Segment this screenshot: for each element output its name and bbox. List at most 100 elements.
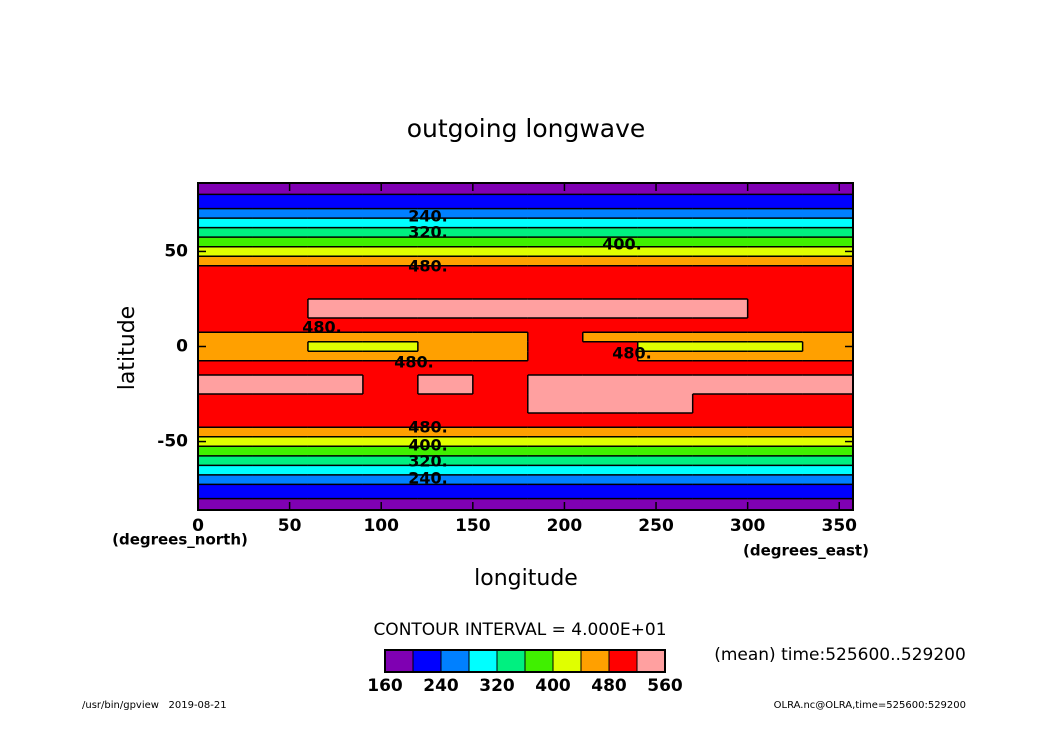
cell xyxy=(527,246,584,257)
cell xyxy=(527,351,584,362)
cell xyxy=(527,332,584,343)
cell xyxy=(692,332,749,343)
cell xyxy=(802,413,853,428)
colorbar-box xyxy=(440,649,470,673)
cell xyxy=(417,256,474,267)
cell xyxy=(692,341,749,352)
cell xyxy=(747,351,804,362)
x-tick-label: 250 xyxy=(638,516,674,536)
cell xyxy=(362,413,419,428)
cell xyxy=(307,446,364,457)
cell xyxy=(252,360,309,376)
colorbar-label: 400 xyxy=(535,676,571,696)
cell xyxy=(582,360,639,376)
cell xyxy=(527,427,584,438)
cell xyxy=(527,218,584,229)
cell xyxy=(582,474,639,485)
cell xyxy=(252,265,309,281)
cell xyxy=(362,394,419,414)
cell xyxy=(802,265,853,281)
cell xyxy=(362,465,419,476)
cell xyxy=(692,394,749,414)
cell xyxy=(747,218,804,229)
cell xyxy=(252,436,309,447)
cell xyxy=(198,341,254,352)
cell xyxy=(802,484,853,500)
cell xyxy=(417,375,474,395)
cell xyxy=(637,218,694,229)
cell xyxy=(637,298,694,319)
cell xyxy=(362,218,419,229)
cell xyxy=(362,484,419,500)
cell xyxy=(198,279,254,300)
cell xyxy=(417,474,474,485)
cell xyxy=(307,194,364,210)
cell xyxy=(307,265,364,281)
cell xyxy=(472,265,529,281)
cell xyxy=(252,351,309,362)
cell xyxy=(198,265,254,281)
cell xyxy=(417,446,474,457)
cell xyxy=(307,218,364,229)
cell xyxy=(582,298,639,319)
cell xyxy=(417,498,474,510)
x-tick-label: 0 xyxy=(192,516,204,536)
cell xyxy=(198,227,254,238)
cell xyxy=(582,227,639,238)
cell xyxy=(252,194,309,210)
cell xyxy=(582,446,639,457)
cell xyxy=(527,265,584,281)
cell xyxy=(527,375,584,395)
cell xyxy=(527,317,584,333)
y-unit: (degrees_north) xyxy=(112,531,248,549)
chart-title: outgoing longwave xyxy=(407,114,646,143)
cell xyxy=(417,237,474,248)
cell xyxy=(637,227,694,238)
colorbar-box xyxy=(468,649,498,673)
cell xyxy=(417,394,474,414)
cell xyxy=(582,218,639,229)
cell xyxy=(692,465,749,476)
cell xyxy=(747,341,804,352)
cell xyxy=(362,183,419,195)
cell xyxy=(362,446,419,457)
cell xyxy=(417,436,474,447)
cell xyxy=(747,455,804,466)
cell xyxy=(802,332,853,343)
cell xyxy=(362,474,419,485)
cell xyxy=(307,465,364,476)
cell xyxy=(307,246,364,257)
cell xyxy=(692,375,749,395)
cell xyxy=(527,465,584,476)
cell xyxy=(417,265,474,281)
cell xyxy=(362,341,419,352)
colorbar-box xyxy=(552,649,582,673)
cell xyxy=(527,360,584,376)
cell xyxy=(252,256,309,267)
cell xyxy=(307,375,364,395)
cell xyxy=(198,208,254,219)
cell xyxy=(692,265,749,281)
cell xyxy=(582,484,639,500)
cell xyxy=(747,227,804,238)
cell xyxy=(307,427,364,438)
cell xyxy=(802,256,853,267)
cell xyxy=(472,237,529,248)
cell xyxy=(307,394,364,414)
cell xyxy=(472,218,529,229)
colorbar-box xyxy=(412,649,442,673)
cell xyxy=(362,208,419,219)
colorbar-label: 160 xyxy=(367,676,403,696)
y-tick-label: -50 xyxy=(157,432,188,452)
cell xyxy=(582,394,639,414)
cell xyxy=(527,474,584,485)
cell xyxy=(417,227,474,238)
cell xyxy=(362,427,419,438)
cell xyxy=(637,256,694,267)
cell xyxy=(198,246,254,257)
cell xyxy=(692,360,749,376)
cell xyxy=(802,394,853,414)
cell xyxy=(362,317,419,333)
cell xyxy=(527,446,584,457)
cell xyxy=(747,265,804,281)
